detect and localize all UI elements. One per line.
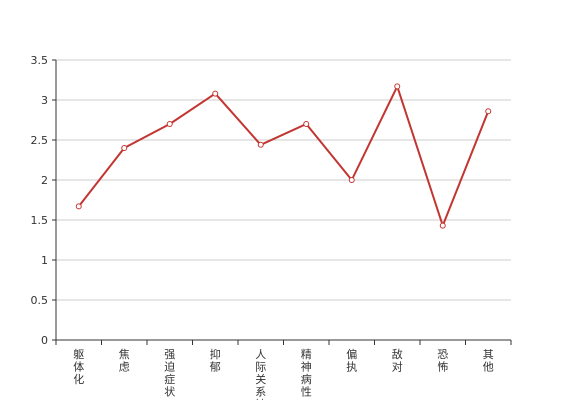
data-point[interactable] — [257, 141, 264, 148]
x-tick-label: 强迫症状 — [164, 348, 175, 399]
data-point[interactable] — [166, 121, 173, 127]
y-tick-label: 1.5 — [31, 214, 49, 227]
x-tick-label: 敌对 — [392, 347, 403, 374]
data-point[interactable] — [394, 83, 401, 90]
data-point[interactable] — [212, 90, 219, 97]
data-point[interactable] — [485, 108, 492, 115]
series-line — [77, 85, 490, 227]
x-tick-label: 其他 — [483, 348, 494, 374]
y-tick-label: 3.5 — [31, 54, 49, 67]
y-tick-label: 0 — [41, 334, 48, 347]
data-point[interactable] — [348, 177, 355, 183]
data-point[interactable] — [303, 121, 310, 127]
y-tick-label: 2.5 — [31, 134, 49, 147]
x-tick-label: 人际关系敏感 — [255, 348, 266, 400]
y-tick-label: 1 — [41, 254, 48, 267]
x-tick-label: 精神病性 — [301, 348, 312, 399]
y-tick-label: 0.5 — [31, 294, 49, 307]
data-point[interactable] — [121, 145, 128, 151]
x-tick-label: 抑郁 — [210, 347, 221, 374]
x-tick-label: 躯体化 — [73, 348, 84, 386]
x-tick-label: 偏执 — [346, 347, 357, 374]
y-tick-label: 2 — [41, 174, 48, 187]
y-tick-label: 3 — [41, 94, 48, 107]
data-point[interactable] — [75, 203, 82, 210]
x-tick-label: 焦虑 — [119, 348, 130, 374]
x-tick-label: 恐怖 — [437, 348, 448, 374]
data-point[interactable] — [439, 222, 446, 229]
